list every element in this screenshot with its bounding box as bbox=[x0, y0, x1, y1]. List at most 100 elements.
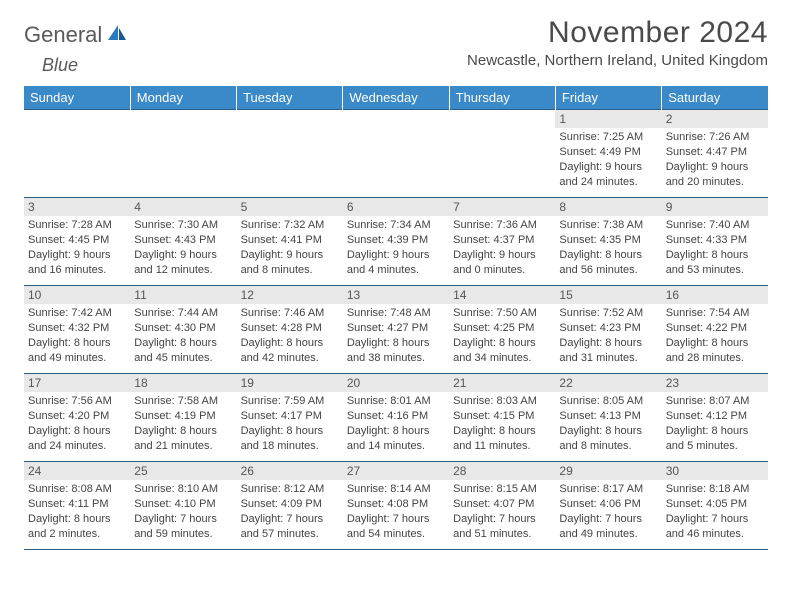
calendar-cell: 28Sunrise: 8:15 AMSunset: 4:07 PMDayligh… bbox=[449, 462, 555, 550]
day-content: Sunrise: 7:34 AMSunset: 4:39 PMDaylight:… bbox=[343, 216, 449, 281]
day-content: Sunrise: 8:10 AMSunset: 4:10 PMDaylight:… bbox=[130, 480, 236, 545]
sunset-text: Sunset: 4:25 PM bbox=[453, 321, 551, 336]
calendar-cell: 23Sunrise: 8:07 AMSunset: 4:12 PMDayligh… bbox=[662, 374, 768, 462]
sunrise-text: Sunrise: 7:34 AM bbox=[347, 218, 445, 233]
sunset-text: Sunset: 4:23 PM bbox=[559, 321, 657, 336]
day-number: 23 bbox=[662, 374, 768, 392]
sunrise-text: Sunrise: 7:30 AM bbox=[134, 218, 232, 233]
day-number: 30 bbox=[662, 462, 768, 480]
sunrise-text: Sunrise: 7:59 AM bbox=[241, 394, 339, 409]
sunrise-text: Sunrise: 7:58 AM bbox=[134, 394, 232, 409]
day-number: 24 bbox=[24, 462, 130, 480]
sunset-text: Sunset: 4:16 PM bbox=[347, 409, 445, 424]
day-content: Sunrise: 7:58 AMSunset: 4:19 PMDaylight:… bbox=[130, 392, 236, 457]
daylight-text: Daylight: 8 hours and 34 minutes. bbox=[453, 336, 551, 366]
sunrise-text: Sunrise: 7:44 AM bbox=[134, 306, 232, 321]
day-content: Sunrise: 7:42 AMSunset: 4:32 PMDaylight:… bbox=[24, 304, 130, 369]
daylight-text: Daylight: 9 hours and 0 minutes. bbox=[453, 248, 551, 278]
calendar-row: 10Sunrise: 7:42 AMSunset: 4:32 PMDayligh… bbox=[24, 286, 768, 374]
day-content: Sunrise: 8:07 AMSunset: 4:12 PMDaylight:… bbox=[662, 392, 768, 457]
day-content: Sunrise: 8:15 AMSunset: 4:07 PMDaylight:… bbox=[449, 480, 555, 545]
daylight-text: Daylight: 8 hours and 28 minutes. bbox=[666, 336, 764, 366]
calendar-cell: 14Sunrise: 7:50 AMSunset: 4:25 PMDayligh… bbox=[449, 286, 555, 374]
sunset-text: Sunset: 4:35 PM bbox=[559, 233, 657, 248]
day-content: Sunrise: 7:52 AMSunset: 4:23 PMDaylight:… bbox=[555, 304, 661, 369]
day-number: 27 bbox=[343, 462, 449, 480]
day-number: 8 bbox=[555, 198, 661, 216]
day-content: Sunrise: 7:44 AMSunset: 4:30 PMDaylight:… bbox=[130, 304, 236, 369]
day-number: 19 bbox=[237, 374, 343, 392]
sunset-text: Sunset: 4:13 PM bbox=[559, 409, 657, 424]
sunset-text: Sunset: 4:10 PM bbox=[134, 497, 232, 512]
calendar-row: 1Sunrise: 7:25 AMSunset: 4:49 PMDaylight… bbox=[24, 110, 768, 198]
daylight-text: Daylight: 8 hours and 11 minutes. bbox=[453, 424, 551, 454]
calendar-body: 1Sunrise: 7:25 AMSunset: 4:49 PMDaylight… bbox=[24, 110, 768, 550]
day-content: Sunrise: 8:03 AMSunset: 4:15 PMDaylight:… bbox=[449, 392, 555, 457]
sunrise-text: Sunrise: 8:03 AM bbox=[453, 394, 551, 409]
calendar-cell: 18Sunrise: 7:58 AMSunset: 4:19 PMDayligh… bbox=[130, 374, 236, 462]
calendar-cell: 20Sunrise: 8:01 AMSunset: 4:16 PMDayligh… bbox=[343, 374, 449, 462]
calendar-cell: 29Sunrise: 8:17 AMSunset: 4:06 PMDayligh… bbox=[555, 462, 661, 550]
weekday-header: Monday bbox=[130, 86, 236, 110]
calendar-table: SundayMondayTuesdayWednesdayThursdayFrid… bbox=[24, 86, 768, 550]
sunset-text: Sunset: 4:27 PM bbox=[347, 321, 445, 336]
sunrise-text: Sunrise: 7:46 AM bbox=[241, 306, 339, 321]
sunset-text: Sunset: 4:11 PM bbox=[28, 497, 126, 512]
sunrise-text: Sunrise: 8:18 AM bbox=[666, 482, 764, 497]
day-number: 6 bbox=[343, 198, 449, 216]
calendar-row: 17Sunrise: 7:56 AMSunset: 4:20 PMDayligh… bbox=[24, 374, 768, 462]
day-content: Sunrise: 7:56 AMSunset: 4:20 PMDaylight:… bbox=[24, 392, 130, 457]
day-number: 16 bbox=[662, 286, 768, 304]
day-number: 25 bbox=[130, 462, 236, 480]
day-content: Sunrise: 7:48 AMSunset: 4:27 PMDaylight:… bbox=[343, 304, 449, 369]
sunrise-text: Sunrise: 7:40 AM bbox=[666, 218, 764, 233]
daylight-text: Daylight: 8 hours and 2 minutes. bbox=[28, 512, 126, 542]
calendar-cell: 25Sunrise: 8:10 AMSunset: 4:10 PMDayligh… bbox=[130, 462, 236, 550]
sunrise-text: Sunrise: 7:54 AM bbox=[666, 306, 764, 321]
day-number: 15 bbox=[555, 286, 661, 304]
day-content: Sunrise: 8:08 AMSunset: 4:11 PMDaylight:… bbox=[24, 480, 130, 545]
daylight-text: Daylight: 7 hours and 59 minutes. bbox=[134, 512, 232, 542]
day-content: Sunrise: 7:32 AMSunset: 4:41 PMDaylight:… bbox=[237, 216, 343, 281]
sunset-text: Sunset: 4:32 PM bbox=[28, 321, 126, 336]
daylight-text: Daylight: 7 hours and 54 minutes. bbox=[347, 512, 445, 542]
daylight-text: Daylight: 8 hours and 31 minutes. bbox=[559, 336, 657, 366]
day-content: Sunrise: 7:46 AMSunset: 4:28 PMDaylight:… bbox=[237, 304, 343, 369]
weekday-header: Thursday bbox=[449, 86, 555, 110]
calendar-head: SundayMondayTuesdayWednesdayThursdayFrid… bbox=[24, 86, 768, 110]
sunrise-text: Sunrise: 7:50 AM bbox=[453, 306, 551, 321]
calendar-cell: 21Sunrise: 8:03 AMSunset: 4:15 PMDayligh… bbox=[449, 374, 555, 462]
brand-logo: General bbox=[24, 22, 130, 48]
sunset-text: Sunset: 4:19 PM bbox=[134, 409, 232, 424]
sunset-text: Sunset: 4:45 PM bbox=[28, 233, 126, 248]
sunrise-text: Sunrise: 8:05 AM bbox=[559, 394, 657, 409]
calendar-cell: 6Sunrise: 7:34 AMSunset: 4:39 PMDaylight… bbox=[343, 198, 449, 286]
calendar-cell: 30Sunrise: 8:18 AMSunset: 4:05 PMDayligh… bbox=[662, 462, 768, 550]
calendar-cell bbox=[343, 110, 449, 198]
daylight-text: Daylight: 7 hours and 46 minutes. bbox=[666, 512, 764, 542]
calendar-cell: 7Sunrise: 7:36 AMSunset: 4:37 PMDaylight… bbox=[449, 198, 555, 286]
day-number: 2 bbox=[662, 110, 768, 128]
daylight-text: Daylight: 9 hours and 4 minutes. bbox=[347, 248, 445, 278]
calendar-cell: 15Sunrise: 7:52 AMSunset: 4:23 PMDayligh… bbox=[555, 286, 661, 374]
weekday-header: Saturday bbox=[662, 86, 768, 110]
daylight-text: Daylight: 8 hours and 45 minutes. bbox=[134, 336, 232, 366]
calendar-cell: 13Sunrise: 7:48 AMSunset: 4:27 PMDayligh… bbox=[343, 286, 449, 374]
sunrise-text: Sunrise: 7:38 AM bbox=[559, 218, 657, 233]
calendar-cell: 27Sunrise: 8:14 AMSunset: 4:08 PMDayligh… bbox=[343, 462, 449, 550]
weekday-header: Wednesday bbox=[343, 86, 449, 110]
sunrise-text: Sunrise: 7:36 AM bbox=[453, 218, 551, 233]
daylight-text: Daylight: 7 hours and 57 minutes. bbox=[241, 512, 339, 542]
day-number: 28 bbox=[449, 462, 555, 480]
sunset-text: Sunset: 4:49 PM bbox=[559, 145, 657, 160]
location-subtitle: Newcastle, Northern Ireland, United King… bbox=[467, 52, 768, 69]
day-content: Sunrise: 7:28 AMSunset: 4:45 PMDaylight:… bbox=[24, 216, 130, 281]
daylight-text: Daylight: 8 hours and 56 minutes. bbox=[559, 248, 657, 278]
day-content: Sunrise: 7:36 AMSunset: 4:37 PMDaylight:… bbox=[449, 216, 555, 281]
sunset-text: Sunset: 4:33 PM bbox=[666, 233, 764, 248]
daylight-text: Daylight: 7 hours and 51 minutes. bbox=[453, 512, 551, 542]
day-number: 18 bbox=[130, 374, 236, 392]
day-number: 1 bbox=[555, 110, 661, 128]
sail-icon bbox=[106, 23, 128, 48]
daylight-text: Daylight: 8 hours and 38 minutes. bbox=[347, 336, 445, 366]
